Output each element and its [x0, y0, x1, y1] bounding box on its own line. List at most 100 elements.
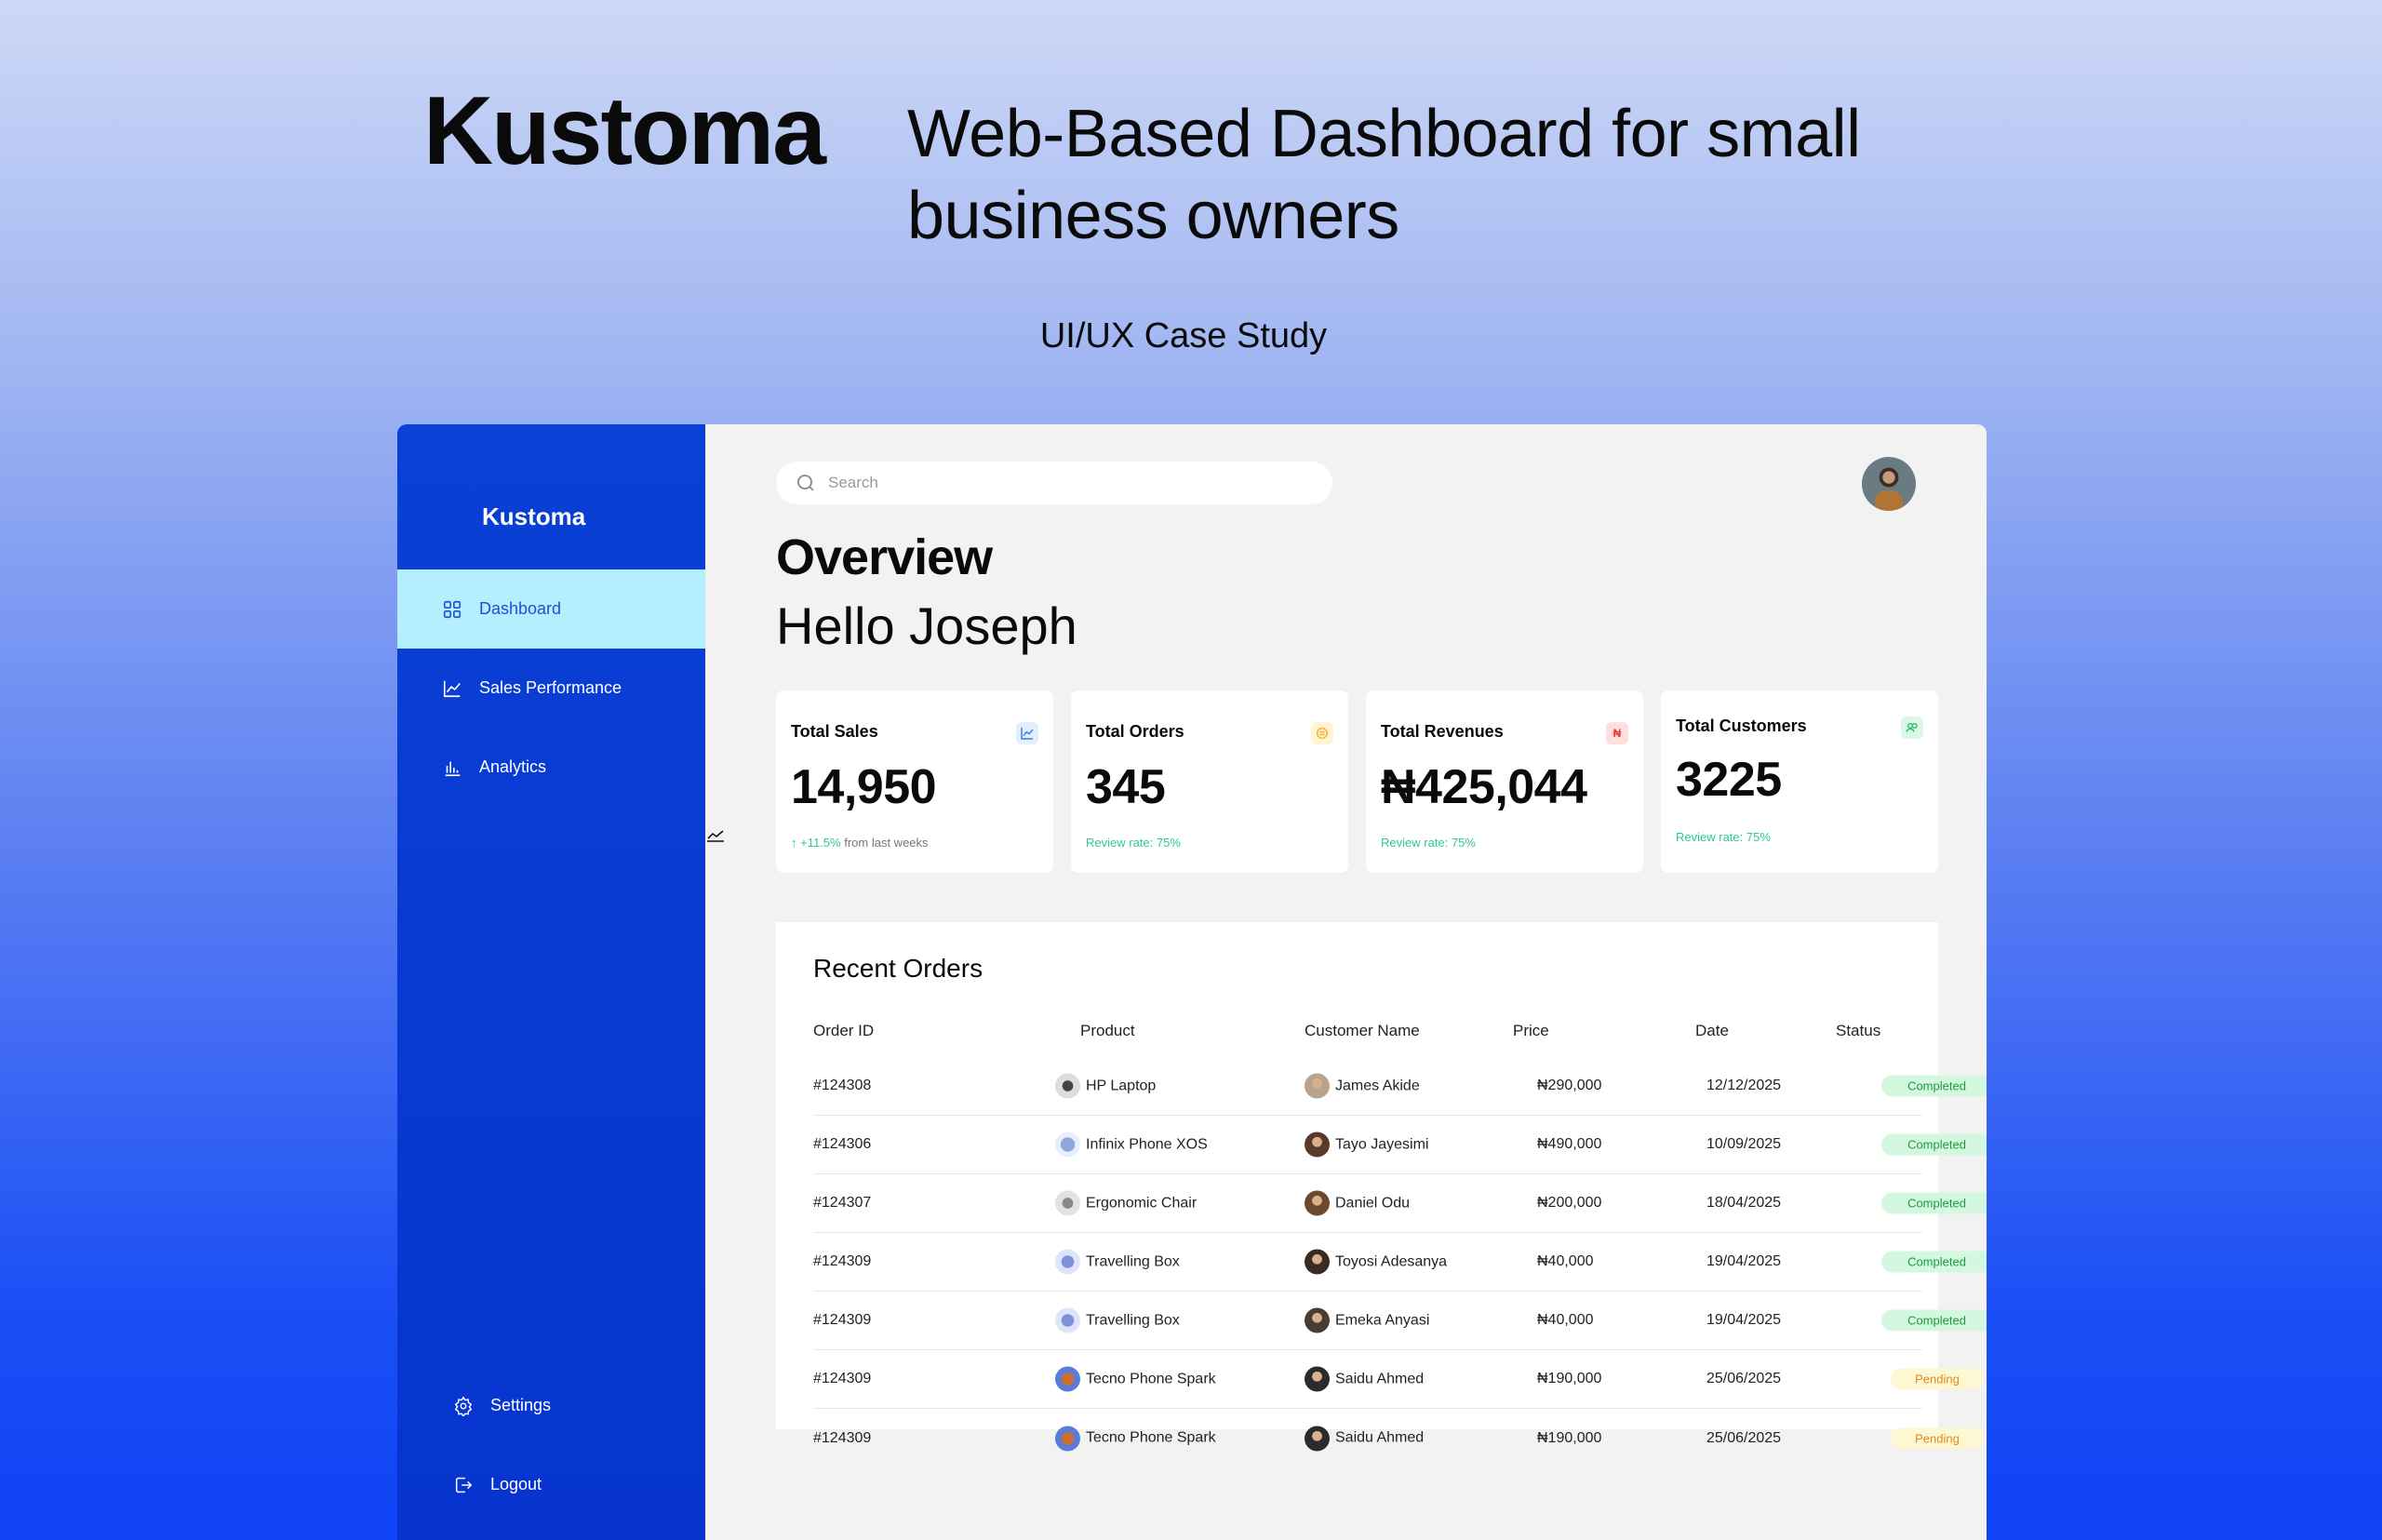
order-id: #124308	[813, 1078, 872, 1093]
status-cell: Pending	[1891, 1368, 1984, 1390]
greeting: Hello Joseph	[776, 596, 1077, 655]
table-row[interactable]: #124309 Travelling Box Toyosi Adesanya ₦…	[813, 1233, 1987, 1292]
customer-cell: Emeka Anyasi	[1305, 1307, 1429, 1333]
order-id: #124307	[813, 1195, 872, 1211]
customer-name: Tayo Jayesimi	[1335, 1136, 1429, 1152]
column-header-status: Status	[1836, 1022, 1881, 1039]
card-subtext: ↑ +11.5% from last weeks	[791, 836, 929, 850]
product-cell: Travelling Box	[1055, 1307, 1180, 1333]
customer-cell: Daniel Odu	[1305, 1190, 1410, 1216]
sidebar-item-dashboard[interactable]: Dashboard	[397, 569, 705, 649]
product-name: HP Laptop	[1086, 1078, 1157, 1093]
order-id: #124309	[813, 1429, 872, 1446]
sidebar-item-label: Settings	[490, 1396, 552, 1414]
column-header-price: Price	[1513, 1022, 1549, 1039]
column-header-product: Product	[1080, 1022, 1135, 1039]
sidebar: Kustoma Dashboard Sales Performance Anal…	[397, 424, 705, 1540]
table-row[interactable]: #124308 HP Laptop James Akide ₦290,000 1…	[813, 1057, 1987, 1116]
customer-avatar	[1305, 1366, 1330, 1392]
hero-brand: Kustoma	[423, 77, 826, 185]
section-title: Recent Orders	[813, 954, 984, 983]
card-label: Total Customers	[1676, 716, 1807, 735]
line-chart-icon	[443, 680, 461, 697]
sidebar-item-settings[interactable]: Settings	[397, 1366, 705, 1445]
order-id: #124309	[813, 1371, 872, 1386]
status-badge: Completed	[1881, 1133, 1987, 1156]
gear-icon	[454, 1396, 473, 1416]
customer-avatar	[1305, 1426, 1330, 1451]
hero-subtitle: UI/UX Case Study	[1039, 316, 1328, 355]
sidebar-item-logout[interactable]: Logout	[397, 1445, 705, 1524]
order-date: 19/04/2025	[1706, 1312, 1782, 1328]
order-date: 18/04/2025	[1706, 1195, 1782, 1211]
card-subtext: Review rate: 75%	[1381, 836, 1476, 850]
logout-icon	[455, 1477, 473, 1493]
product-thumbnail	[1055, 1132, 1080, 1158]
sidebar-item-analytics[interactable]: Analytics	[397, 728, 705, 807]
sidebar-item-label: Analytics	[479, 757, 547, 776]
price: ₦190,000	[1537, 1429, 1602, 1446]
table-row[interactable]: #124307 Ergonomic Chair Daniel Odu ₦200,…	[813, 1174, 1987, 1233]
product-thumbnail	[1055, 1426, 1080, 1451]
search-input[interactable]	[828, 474, 1293, 492]
users-icon	[1901, 716, 1923, 739]
status-cell: Completed	[1881, 1133, 1987, 1156]
order-id: #124309	[813, 1312, 872, 1328]
table-row[interactable]: #124309 Tecno Phone Spark Saidu Ahmed ₦1…	[813, 1409, 1984, 1467]
customer-cell: Saidu Ahmed	[1305, 1366, 1424, 1392]
product-name: Travelling Box	[1086, 1253, 1180, 1269]
card-value: 14,950	[791, 760, 937, 814]
table-row[interactable]: #124309 Tecno Phone Spark Saidu Ahmed ₦1…	[813, 1350, 1984, 1409]
customer-avatar	[1305, 1073, 1330, 1099]
trend-icon	[707, 830, 724, 842]
product-cell: HP Laptop	[1055, 1073, 1157, 1099]
column-header-order-id: Order ID	[813, 1022, 875, 1039]
status-badge: Completed	[1881, 1309, 1987, 1332]
order-date: 12/12/2025	[1706, 1078, 1782, 1093]
search-icon	[797, 475, 814, 491]
card-value: 3225	[1676, 753, 1782, 807]
card-label: Total Sales	[791, 722, 878, 741]
search-bar[interactable]	[776, 462, 1332, 504]
avatar[interactable]	[1862, 457, 1916, 511]
status-badge: Pending	[1891, 1368, 1984, 1390]
status-cell: Completed	[1881, 1075, 1987, 1097]
order-date: 25/06/2025	[1706, 1371, 1782, 1386]
customer-avatar	[1305, 1307, 1330, 1333]
sidebar-item-label: Logout	[490, 1475, 542, 1493]
card-value: ₦425,044	[1381, 760, 1587, 814]
customer-avatar	[1305, 1190, 1330, 1216]
card-total-revenues[interactable]: Total Revenues ₦ ₦425,044 Review rate: 7…	[1366, 690, 1643, 873]
box-icon	[1311, 722, 1333, 744]
price: ₦200,000	[1537, 1195, 1602, 1211]
hero-tagline: Web-Based Dashboard for small business o…	[907, 97, 1861, 253]
sidebar-item-sales-performance[interactable]: Sales Performance	[397, 649, 705, 728]
product-name: Travelling Box	[1086, 1312, 1180, 1328]
card-label: Total Revenues	[1381, 722, 1504, 741]
status-cell: Completed	[1881, 1192, 1987, 1214]
card-subtext: Review rate: 75%	[1086, 836, 1181, 850]
order-date: 10/09/2025	[1706, 1136, 1782, 1152]
card-total-orders[interactable]: Total Orders 345 Review rate: 75%	[1071, 690, 1348, 873]
product-cell: Tecno Phone Spark	[1055, 1426, 1216, 1451]
card-subtext: Review rate: 75%	[1676, 830, 1771, 844]
price: ₦40,000	[1537, 1312, 1594, 1328]
sidebar-item-label: Sales Performance	[479, 678, 622, 697]
customer-name: James Akide	[1335, 1078, 1420, 1093]
product-cell: Tecno Phone Spark	[1055, 1366, 1216, 1392]
table-row[interactable]: #124309 Travelling Box Emeka Anyasi ₦40,…	[813, 1292, 1987, 1350]
card-total-customers[interactable]: Total Customers 3225 Review rate: 75%	[1661, 690, 1938, 873]
card-value: 345	[1086, 760, 1166, 814]
product-thumbnail	[1055, 1366, 1080, 1392]
customer-cell: Tayo Jayesimi	[1305, 1132, 1428, 1158]
table-row[interactable]: #124306 Infinix Phone XOS Tayo Jayesimi …	[813, 1116, 1987, 1174]
column-header-date: Date	[1695, 1022, 1729, 1039]
bar-chart-icon	[445, 761, 461, 776]
customer-cell: Saidu Ahmed	[1305, 1426, 1424, 1451]
customer-cell: Toyosi Adesanya	[1305, 1249, 1447, 1275]
main-content: Overview Hello Joseph Total Sales 14,950…	[705, 424, 1987, 1540]
customer-name: Saidu Ahmed	[1335, 1429, 1425, 1446]
sidebar-logo: Kustoma	[482, 502, 586, 530]
card-total-sales[interactable]: Total Sales 14,950 ↑ +11.5% from last we…	[776, 690, 1053, 873]
status-badge: Completed	[1881, 1075, 1987, 1097]
